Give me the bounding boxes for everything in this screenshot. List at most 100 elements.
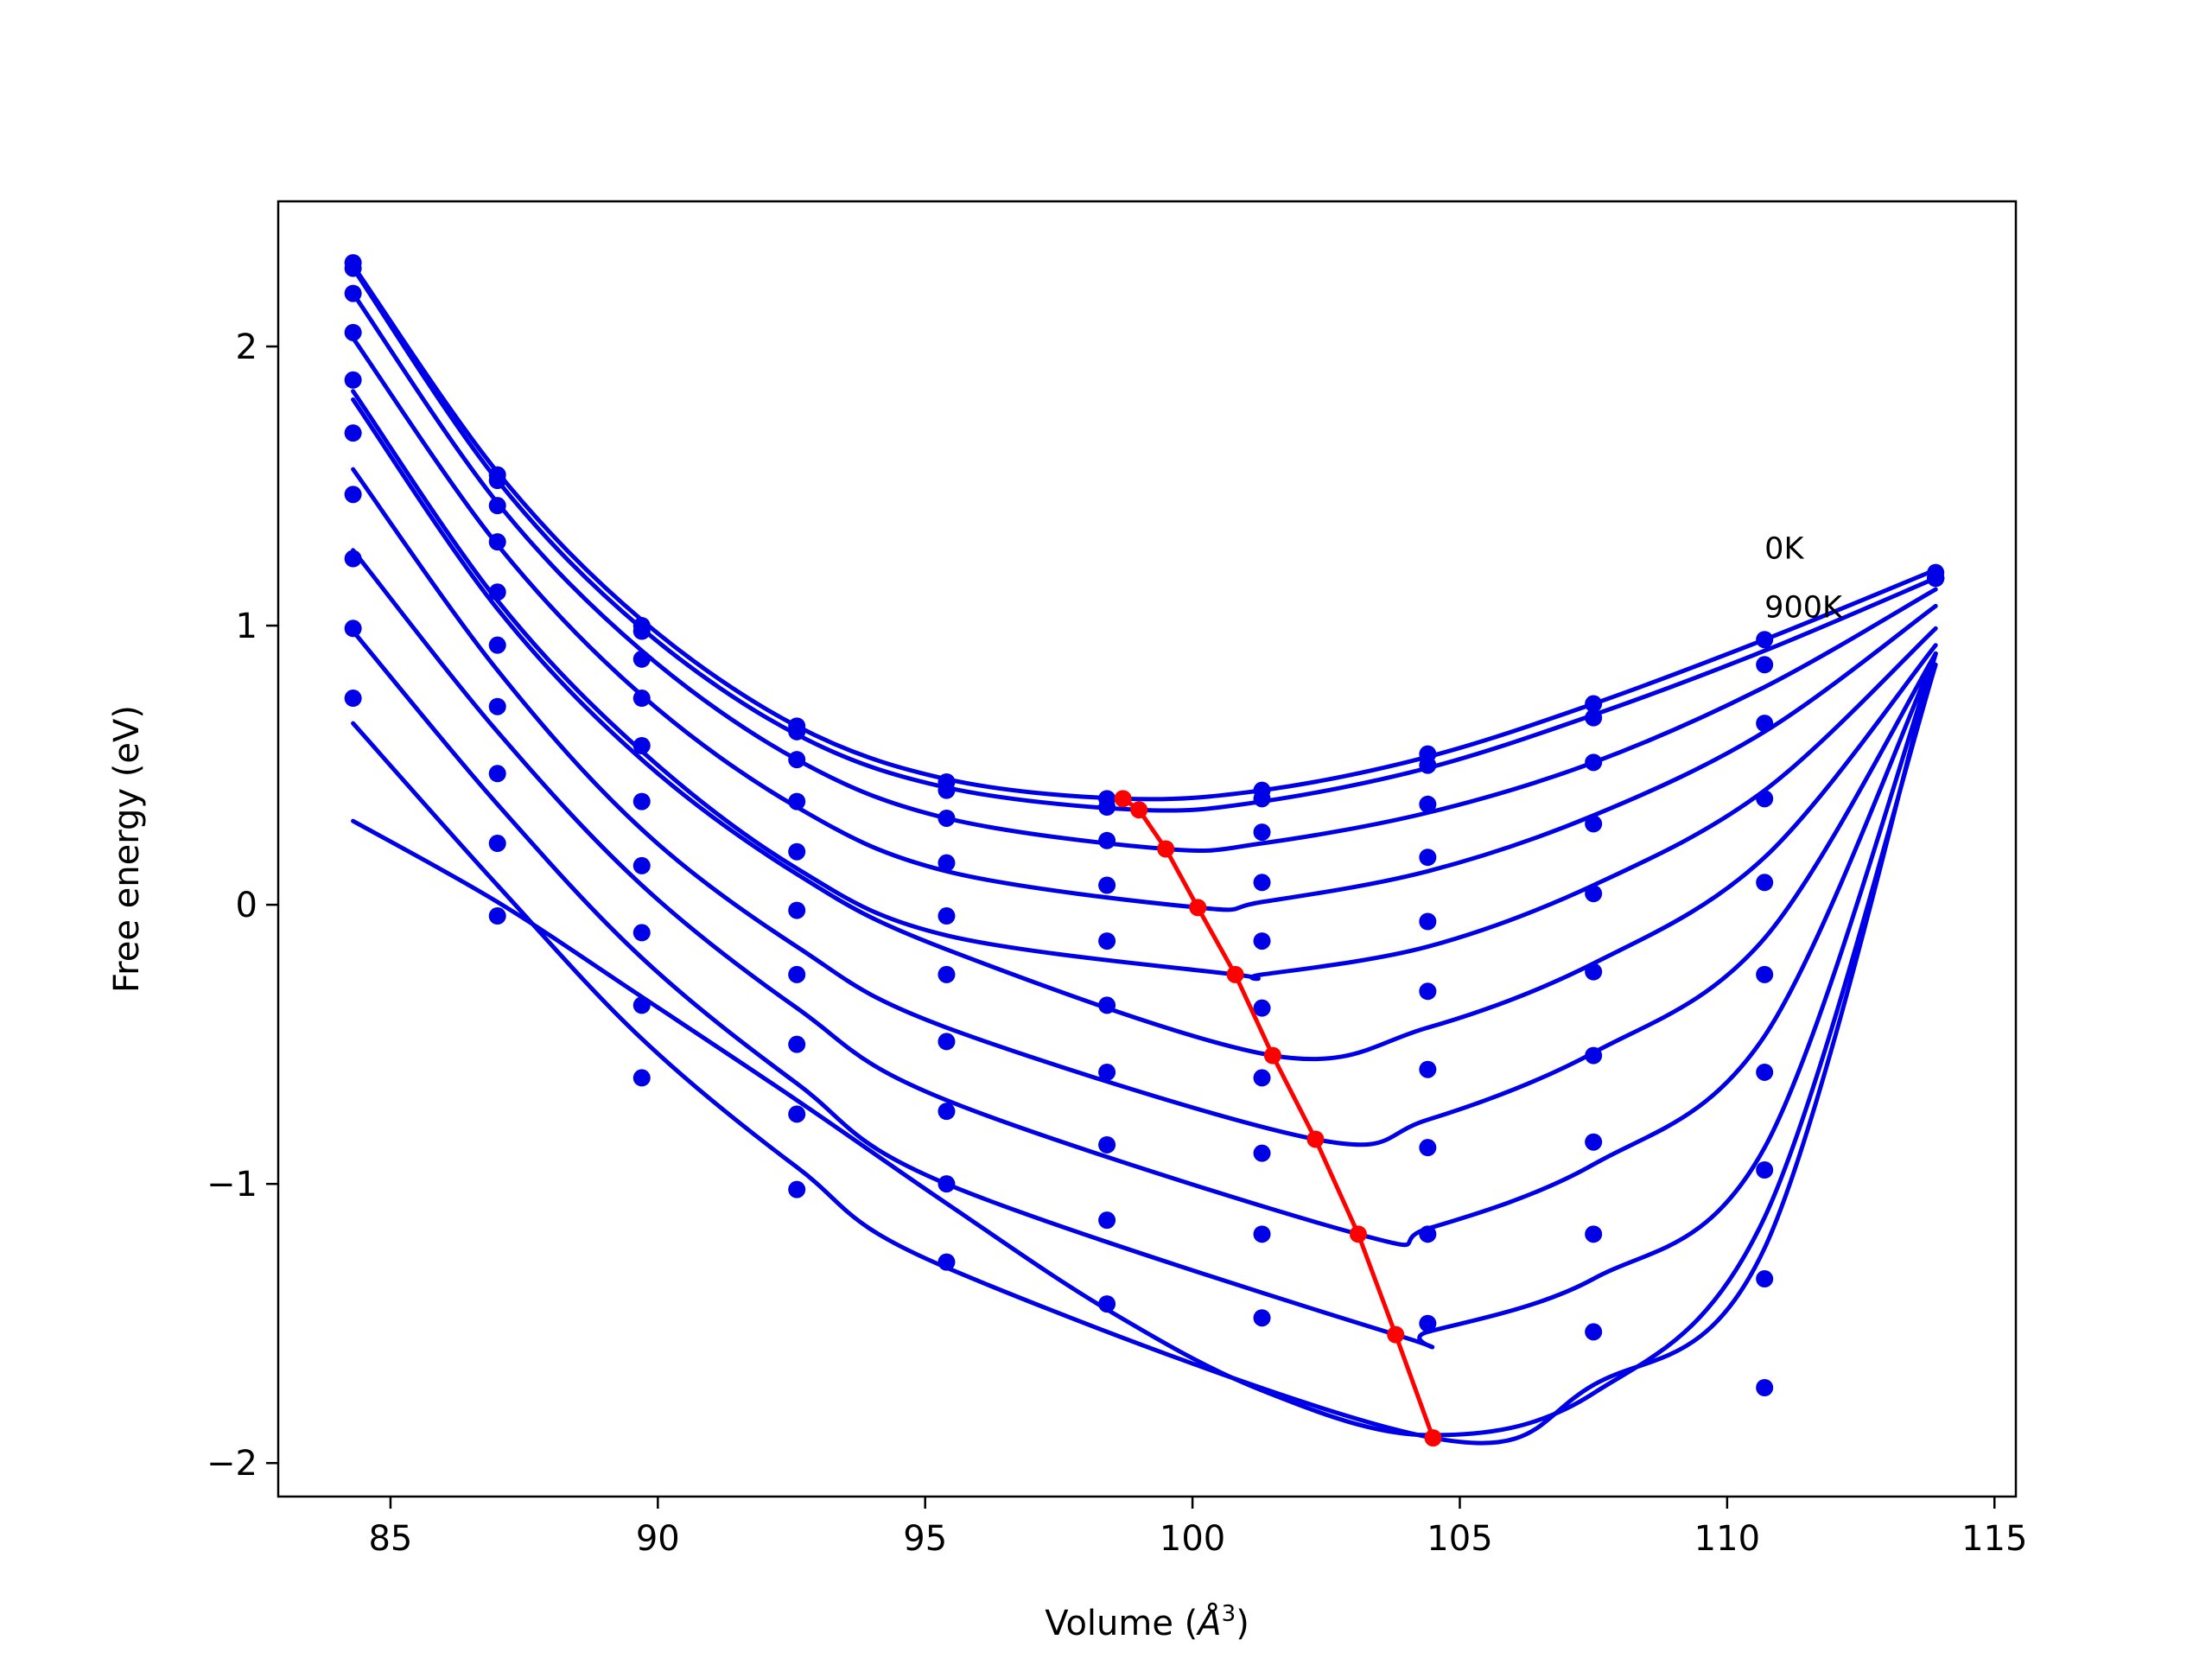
data-point-s1-9: [1756, 656, 1774, 674]
annotation-1: 900K: [1764, 590, 1843, 625]
data-point-s3-2: [632, 690, 651, 708]
data-point-s6-4: [938, 1033, 956, 1051]
fit-curve-7: [351, 548, 1938, 1248]
data-point-s4-0: [344, 371, 362, 389]
data-point-s5-6: [1253, 999, 1271, 1017]
x-tick-label-105: 105: [1427, 1519, 1492, 1559]
x-tick-label-115: 115: [1961, 1519, 2027, 1559]
data-point-s5-2: [632, 792, 651, 810]
data-point-s4-3: [788, 842, 806, 861]
data-point-s9-10: [1927, 569, 1945, 588]
data-point-s3-5: [1098, 876, 1116, 894]
data-point-s9-3: [788, 1180, 806, 1198]
data-point-s8-0: [344, 620, 362, 638]
data-point-s6-3: [788, 965, 806, 983]
data-point-s3-7: [1419, 849, 1437, 867]
data-points: [344, 254, 1945, 1397]
data-point-s2-6: [1253, 823, 1271, 842]
data-point-s3-1: [488, 533, 506, 551]
data-point-s3-0: [344, 323, 362, 341]
data-point-s6-9: [1756, 1063, 1774, 1081]
data-point-s7-8: [1585, 1133, 1603, 1151]
minimum-point-7: [1349, 1225, 1367, 1243]
data-point-s8-6: [1253, 1225, 1271, 1243]
data-point-s2-8: [1585, 753, 1603, 772]
data-point-s7-4: [938, 1103, 956, 1121]
data-point-s3-4: [938, 854, 956, 872]
data-point-s3-8: [1585, 815, 1603, 833]
data-point-s2-3: [788, 751, 806, 769]
data-point-s5-5: [1098, 996, 1116, 1014]
minimum-point-8: [1387, 1325, 1405, 1344]
data-point-s9-4: [938, 1253, 956, 1271]
data-point-s2-7: [1419, 795, 1437, 813]
data-point-s1-3: [788, 722, 806, 741]
x-axis-ticks: 85 90 95 100 105 110 115: [368, 1497, 2027, 1559]
data-point-s9-8: [1585, 1323, 1603, 1341]
x-tick-label-110: 110: [1694, 1519, 1760, 1559]
minimum-point-9: [1424, 1429, 1442, 1447]
data-point-s7-3: [788, 1035, 806, 1053]
minimum-point-2: [1157, 840, 1175, 858]
data-point-s8-3: [788, 1105, 806, 1123]
data-point-s3-6: [1253, 874, 1271, 892]
data-point-s0-9: [1756, 631, 1774, 649]
data-point-s2-1: [488, 497, 506, 515]
fit-curve-4: [351, 389, 1938, 982]
data-point-s3-9: [1756, 790, 1774, 808]
data-point-s5-1: [488, 636, 506, 654]
data-point-s2-0: [344, 284, 362, 302]
data-point-s4-8: [1585, 885, 1603, 903]
fit-curves: [351, 263, 1938, 1446]
data-point-s5-8: [1585, 963, 1603, 981]
x-tick-label-85: 85: [368, 1519, 412, 1559]
annotation-0: 0K: [1764, 532, 1804, 567]
data-point-s7-9: [1756, 1161, 1774, 1179]
data-point-s1-7: [1419, 756, 1437, 774]
x-tick-label-90: 90: [636, 1519, 680, 1559]
data-point-s9-0: [344, 690, 362, 708]
fit-curve-8: [351, 629, 1938, 1350]
data-point-s9-1: [488, 907, 506, 925]
data-point-s9-6: [1253, 1309, 1271, 1327]
fit-curve-6: [351, 467, 1938, 1147]
data-point-s7-6: [1253, 1144, 1271, 1162]
data-point-s7-2: [632, 924, 651, 942]
fit-curve-10: [351, 662, 1938, 1438]
data-point-s8-2: [632, 996, 651, 1014]
fit-curve-5: [351, 397, 1938, 1062]
y-tick-label-2: 0: [236, 886, 257, 925]
y-tick-label-0: −2: [207, 1444, 257, 1484]
x-tick-label-95: 95: [903, 1519, 947, 1559]
minimum-point-4: [1226, 965, 1244, 983]
minimum-point-5: [1263, 1046, 1281, 1065]
fit-curve-3: [351, 335, 1938, 912]
data-point-s7-1: [488, 765, 506, 783]
data-point-s7-7: [1419, 1139, 1437, 1157]
data-point-s4-2: [632, 736, 651, 754]
data-point-s2-9: [1756, 715, 1774, 733]
y-axis-ticks: −2 −1 0 1 2: [207, 327, 278, 1484]
minimum-point-0: [1114, 790, 1132, 808]
data-point-s0-8: [1585, 695, 1603, 713]
data-point-s8-5: [1098, 1211, 1116, 1230]
data-point-s8-9: [1756, 1270, 1774, 1288]
data-point-s6-8: [1585, 1046, 1603, 1065]
data-point-s2-5: [1098, 831, 1116, 849]
x-tick-label-100: 100: [1160, 1519, 1225, 1559]
data-point-s1-0: [344, 259, 362, 277]
data-point-s4-6: [1253, 932, 1271, 950]
data-point-s6-2: [632, 856, 651, 874]
data-point-s2-2: [632, 650, 651, 668]
fit-curve-2: [351, 291, 1938, 854]
minima-layer: [1114, 790, 1442, 1447]
y-tick-label-1: −1: [207, 1165, 257, 1205]
data-point-s8-7: [1419, 1225, 1437, 1243]
minimum-point-1: [1130, 801, 1148, 819]
data-point-s9-5: [1098, 1295, 1116, 1313]
data-point-s6-1: [488, 697, 506, 715]
data-point-s6-6: [1253, 1069, 1271, 1087]
data-point-s1-1: [488, 472, 506, 490]
data-point-s5-0: [344, 424, 362, 442]
